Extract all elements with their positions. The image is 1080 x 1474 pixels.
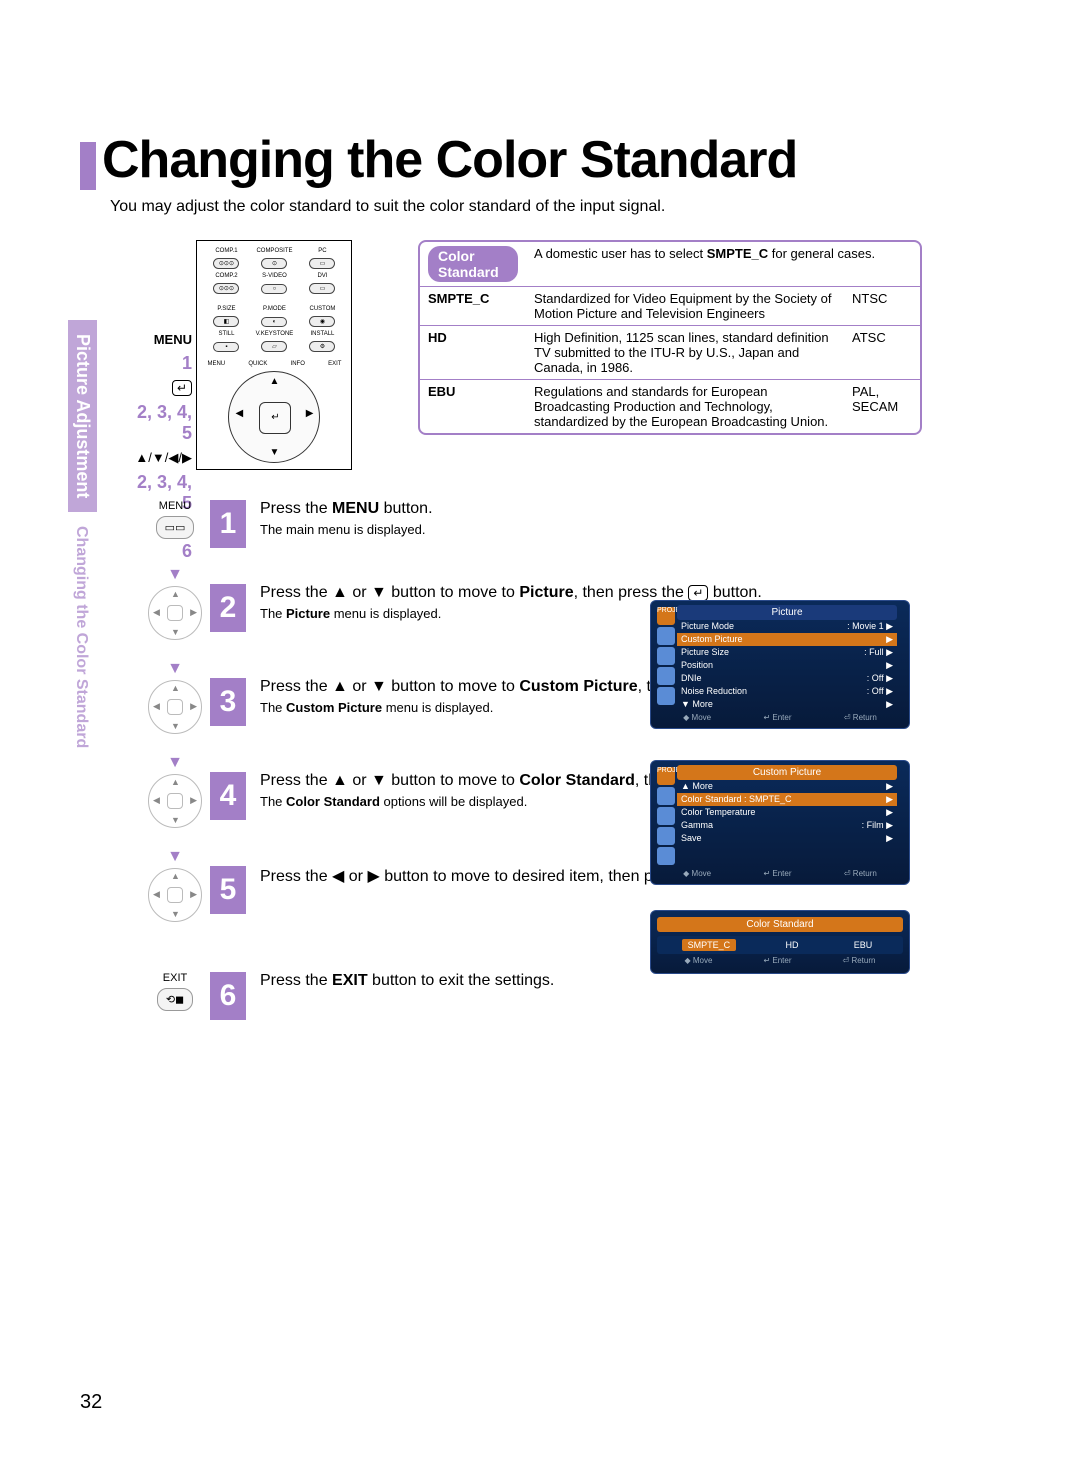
step-icon-dpad: ▲▼◀▶ — [140, 772, 210, 830]
step-icon-dpad: ▲▼◀▶ — [140, 866, 210, 924]
cs-sys: ATSC — [844, 326, 920, 380]
cs-desc: Regulations and standards for European B… — [526, 380, 844, 434]
cs-key: SMPTE_C — [428, 291, 489, 306]
remote-button-grid: COMP.1COMPOSITEPC ⊙⊙⊙⊙▭ COMP.2S-VIDEODVI… — [201, 245, 347, 355]
enter-icon: ↵ — [172, 380, 192, 396]
down-arrow-icon: ▼ — [140, 754, 210, 772]
step-row: EXIT ⟲◼ 6 Press the EXIT button to exit … — [140, 972, 940, 1020]
remote-image: COMP.1COMPOSITEPC ⊙⊙⊙⊙▭ COMP.2S-VIDEODVI… — [196, 240, 352, 470]
remote-step-2345a: 2, 3, 4, 5 — [130, 402, 192, 444]
accent-bar — [80, 142, 96, 190]
step-number: 3 — [210, 678, 246, 726]
page-number: 32 — [80, 1391, 102, 1414]
side-tabs: Picture Adjustment Changing the Color St… — [68, 320, 94, 840]
down-arrow-icon: ▼ — [140, 566, 210, 584]
step-body: Press the EXIT button to exit the settin… — [260, 972, 940, 990]
color-standard-header-text: A domestic user has to select SMPTE_C fo… — [526, 242, 920, 287]
osd-options-row: SMPTE_C HD EBU — [657, 936, 903, 954]
osd-title: Color Standard — [657, 917, 903, 932]
remote-step-1: 1 — [130, 353, 192, 374]
osd-title: Custom Picture — [677, 765, 897, 780]
side-tab-picture-adjustment: Picture Adjustment — [68, 320, 97, 512]
remote-info-btn: INFO — [291, 361, 305, 367]
title-text: Changing the Color Standard — [102, 131, 797, 189]
step-number: 1 — [210, 500, 246, 548]
osd-menu-row: Position ▶ — [677, 659, 897, 672]
step-number: 6 — [210, 972, 246, 1020]
cs-key: EBU — [428, 384, 455, 399]
osd-option: EBU — [848, 939, 879, 951]
osd-picture-menu: PROJECTOR Picture Picture Mode: Movie 1 … — [650, 600, 910, 729]
osd-option: HD — [779, 939, 804, 951]
remote-quick-btn: QUICK — [248, 361, 267, 367]
cs-desc: High Definition, 1125 scan lines, standa… — [526, 326, 844, 380]
table-row: SMPTE_C Standardized for Video Equipment… — [420, 287, 920, 326]
down-arrow-icon: ▼ — [140, 848, 210, 866]
subtitle: You may adjust the color standard to sui… — [110, 198, 1020, 216]
step-number: 5 — [210, 866, 246, 914]
osd-menu-row: Color Standard : SMPTE_C ▶ — [677, 793, 897, 806]
step-number: 2 — [210, 584, 246, 632]
cs-sys: PAL, SECAM — [844, 380, 920, 434]
osd-menu-row: ▲ More ▶ — [677, 780, 897, 793]
osd-menu-row: Gamma: Film ▶ — [677, 819, 897, 832]
cs-key: HD — [428, 330, 447, 345]
color-standard-table: Color Standard A domestic user has to se… — [418, 240, 922, 435]
osd-footer: ◆ Move↵ Enter⏎ Return — [657, 954, 903, 967]
step-icon-dpad: ▲▼◀▶ — [140, 678, 210, 736]
table-row: EBU Regulations and standards for Europe… — [420, 380, 920, 434]
step-body: Press the MENU button. The main menu is … — [260, 500, 940, 537]
osd-menu-row: Color Temperature ▶ — [677, 806, 897, 819]
step-row: MENU ▭▭ 1 Press the MENU button. The mai… — [140, 500, 940, 548]
osd-title: Picture — [677, 605, 897, 620]
table-row: HD High Definition, 1125 scan lines, sta… — [420, 326, 920, 380]
step-icon-menu: MENU ▭▭ — [140, 500, 210, 539]
down-arrow-icon: ▼ — [140, 660, 210, 678]
osd-custom-picture-menu: PROJECTOR Custom Picture ▲ More ▶Color S… — [650, 760, 910, 885]
osd-menu-row: DNIe: Off ▶ — [677, 672, 897, 685]
side-tab-changing-color-standard: Changing the Color Standard — [68, 512, 94, 762]
osd-sidebar-icons: PROJECTOR — [655, 605, 677, 711]
step-icon-dpad: ▲▼◀▶ — [140, 584, 210, 642]
remote-label-arrows: ▲/▼/◀/▶ — [130, 450, 192, 466]
osd-menu-row: Picture Mode: Movie 1 ▶ — [677, 620, 897, 633]
osd-footer: ◆ Move↵ Enter⏎ Return — [655, 867, 905, 880]
osd-menu-row: Picture Size: Full ▶ — [677, 646, 897, 659]
osd-color-standard-options: Color Standard SMPTE_C HD EBU ◆ Move↵ Ente… — [650, 910, 910, 974]
color-standard-pill: Color Standard — [428, 246, 518, 282]
step-number: 4 — [210, 772, 246, 820]
step-icon-exit: EXIT ⟲◼ — [140, 972, 210, 1011]
step-main: Press the EXIT button to exit the settin… — [260, 972, 940, 990]
osd-menu-row: ▼ More ▶ — [677, 698, 897, 711]
cs-sys: NTSC — [844, 287, 920, 326]
page-heading: Changing the Color Standard — [80, 130, 1020, 190]
remote-dpad: MENU QUICK INFO EXIT ▲▼◀▶ ↵ — [201, 361, 347, 463]
osd-menu-row: Noise Reduction: Off ▶ — [677, 685, 897, 698]
osd-option: SMPTE_C — [682, 939, 737, 951]
remote-exit-btn: EXIT — [328, 361, 341, 367]
osd-sidebar-icons: PROJECTOR — [655, 765, 677, 867]
osd-menu-row: Save ▶ — [677, 832, 897, 845]
osd-menu-row: Custom Picture ▶ — [677, 633, 897, 646]
osd-footer: ◆ Move↵ Enter⏎ Return — [655, 711, 905, 724]
remote-menu-btn: MENU — [207, 361, 225, 367]
remote-label-menu: MENU — [154, 332, 192, 347]
cs-desc: Standardized for Video Equipment by the … — [526, 287, 844, 326]
